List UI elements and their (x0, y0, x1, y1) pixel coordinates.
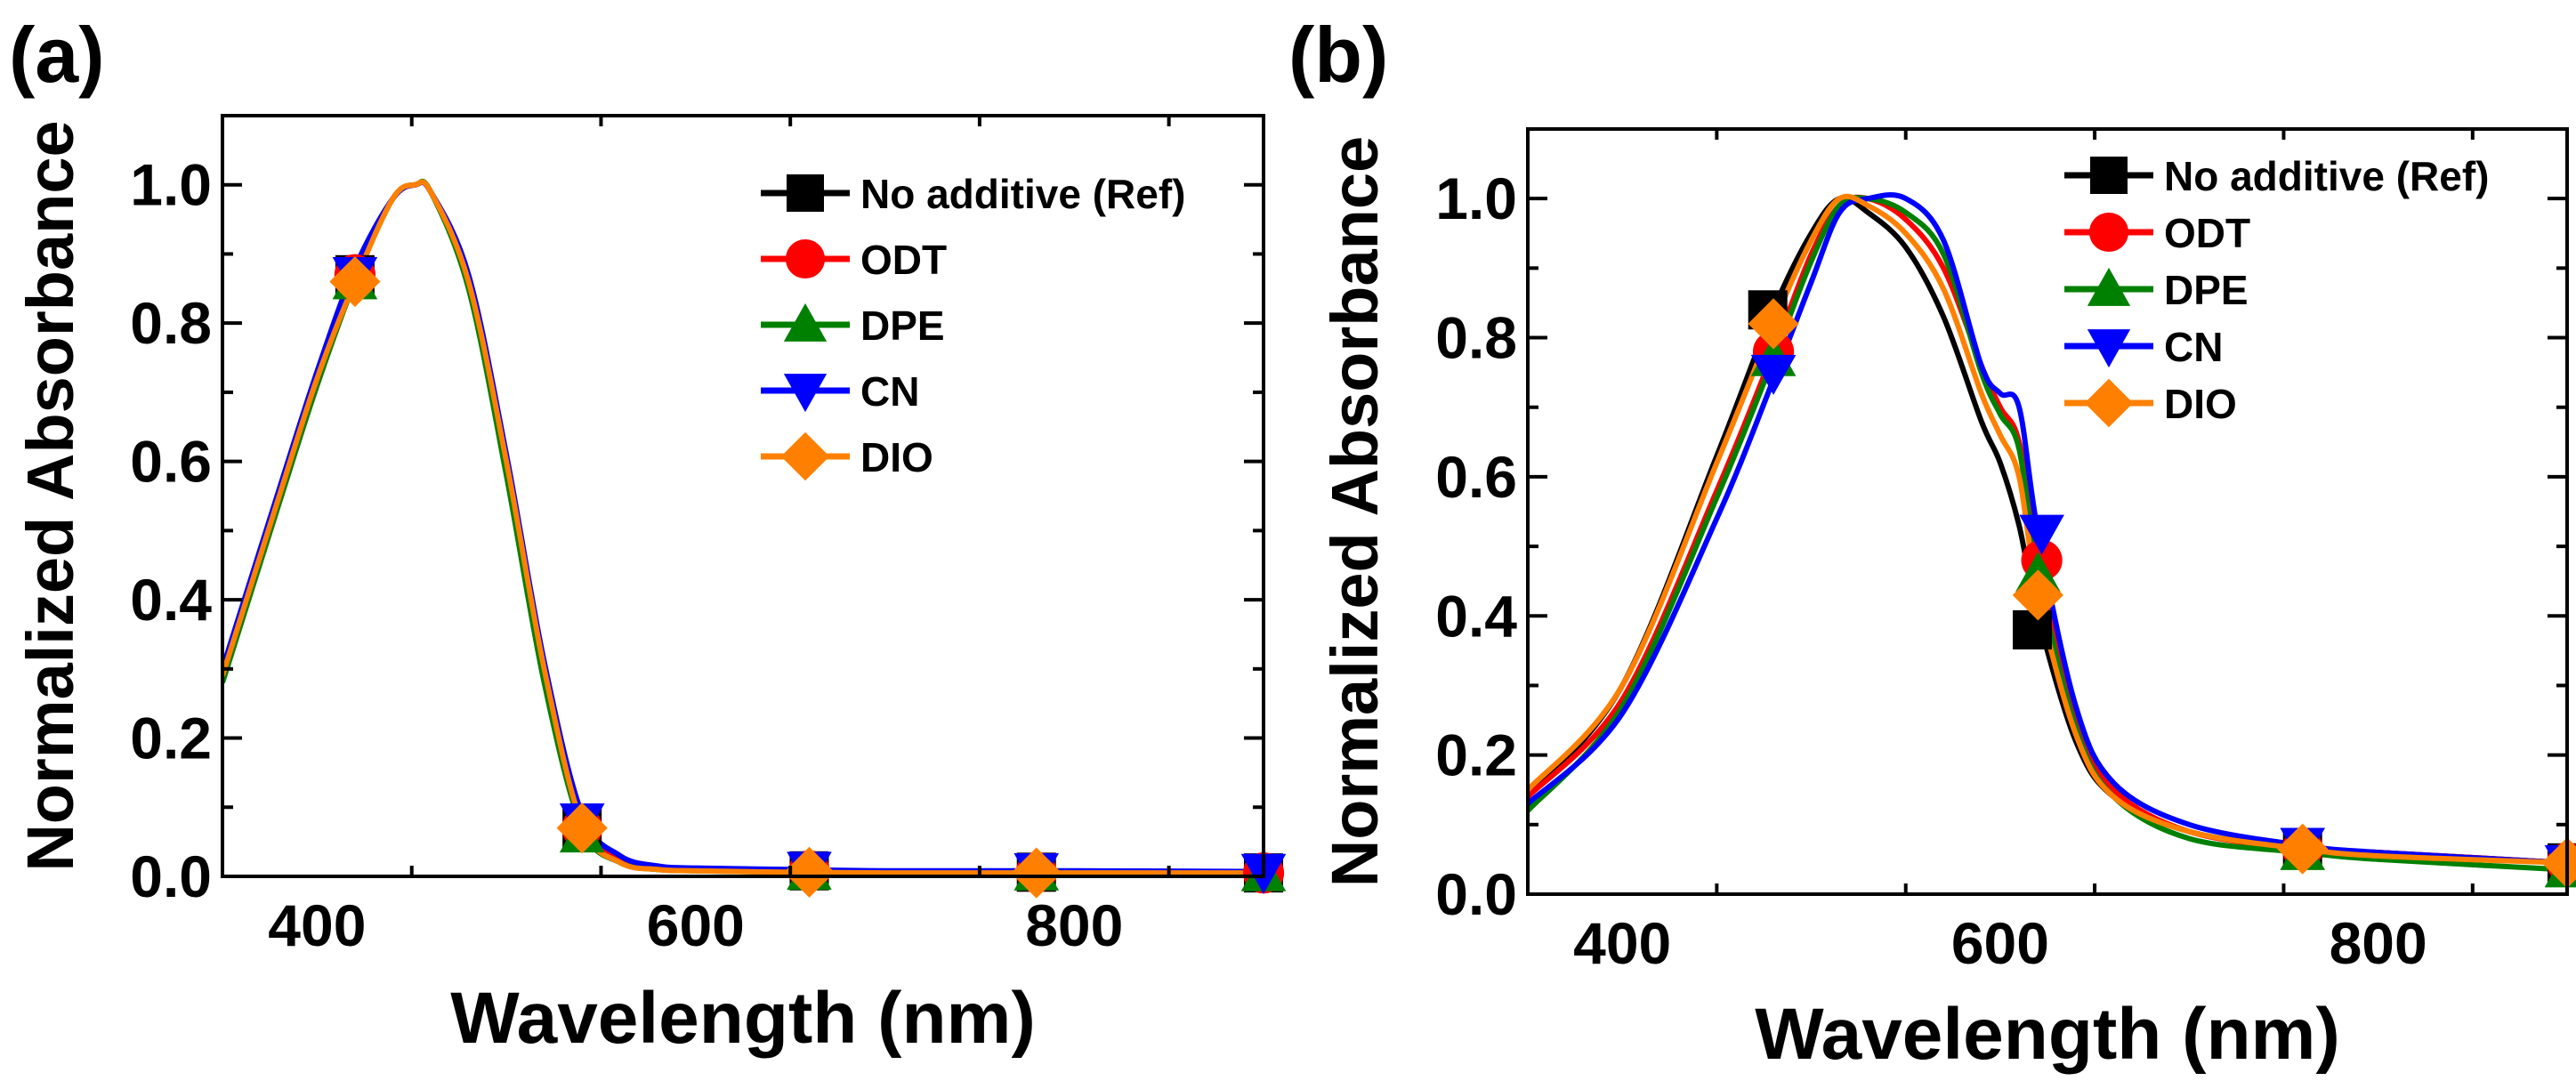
y-tick-label: 0.8 (1435, 305, 1517, 371)
series-line-dio (222, 179, 1264, 876)
legend-label: DIO (860, 434, 933, 480)
plot-frame (1526, 127, 2569, 896)
x-tick-label: 800 (1025, 892, 1123, 958)
y-tick-label: 0.4 (130, 567, 212, 633)
y-tick-label: 0.4 (1435, 583, 1517, 649)
legend: No additive (Ref) ODT DPE CN DIO (761, 171, 1185, 481)
y-axis-title: Normalized Absorbance (13, 120, 87, 871)
y-tick-label: 0.2 (1435, 722, 1517, 788)
x-tick-label: 800 (2330, 910, 2427, 976)
series-lines (1528, 192, 2567, 873)
data-point (2019, 514, 2064, 555)
legend-label: No additive (Ref) (860, 171, 1185, 217)
legend-item: No additive (Ref) (2064, 153, 2489, 199)
legend-marker (783, 374, 828, 413)
series-line-no-additive-ref- (222, 179, 1264, 876)
y-tick-label: 1.0 (130, 152, 212, 218)
x-tick-label: 400 (1573, 910, 1671, 976)
data-point (783, 846, 836, 898)
y-tick-label: 0.0 (1435, 861, 1517, 927)
legend-item: DIO (761, 432, 933, 481)
legend-marker (2090, 157, 2128, 194)
plot-frame (221, 114, 1265, 878)
legend-label: ODT (860, 237, 947, 283)
data-point (1748, 298, 1799, 350)
legend-marker (780, 432, 830, 481)
legend-label: ODT (2164, 210, 2250, 256)
legend-label: DIO (2164, 381, 2237, 427)
data-point (1750, 354, 1797, 395)
panel-b: (b) 400 600 800 0.0 0.2 0.4 0.6 0.8 1.0 Wavelength… (1288, 11, 2576, 1075)
legend-item: DIO (2064, 378, 2237, 428)
y-tick-label: 0.2 (130, 706, 212, 771)
series-markers (1748, 290, 2576, 889)
x-axis-title: Wavelength (nm) (1755, 994, 2340, 1075)
legend-label: DPE (2164, 267, 2249, 313)
x-tick-label: 400 (268, 892, 366, 958)
legend-marker (2087, 329, 2131, 368)
legend-marker (787, 174, 824, 212)
y-tick-label: 0.0 (130, 843, 212, 909)
data-point (2012, 569, 2063, 621)
legend-marker (2087, 267, 2131, 306)
data-point (329, 255, 381, 308)
legend-marker (2088, 212, 2129, 253)
legend-label: DPE (860, 302, 945, 349)
x-tick-label: 600 (1951, 910, 2049, 976)
series-line-dio (1528, 193, 2567, 866)
y-tick-label: 0.6 (130, 429, 212, 495)
legend-label: No additive (Ref) (2164, 153, 2489, 199)
series-line-cn (222, 179, 1264, 875)
legend-marker (783, 302, 828, 342)
series-line-dpe (222, 178, 1264, 876)
legend-item: No additive (Ref) (761, 171, 1185, 217)
y-tick-label: 0.8 (130, 290, 212, 356)
legend-marker (785, 238, 826, 279)
legend-item: CN (2064, 324, 2223, 370)
series-markers (329, 254, 1287, 899)
y-tick-label: 0.6 (1435, 444, 1517, 510)
legend-item: ODT (2064, 210, 2250, 256)
legend-item: ODT (761, 237, 947, 283)
data-point (1011, 847, 1062, 899)
y-axis-title: Normalized Absorbance (1318, 136, 1392, 887)
data-point (2277, 823, 2329, 875)
legend-marker (2084, 378, 2134, 428)
panel-label: (a) (9, 11, 105, 99)
legend-label: CN (2164, 324, 2223, 370)
legend-label: CN (860, 368, 919, 415)
legend-item: DPE (2064, 267, 2249, 313)
legend-item: DPE (761, 302, 945, 349)
x-axis-title: Wavelength (nm) (450, 978, 1036, 1059)
panel-a: (a) 400 600 800 0.0 0.2 0.4 0.6 0.8 1.0 Wavelength… (9, 11, 1287, 1059)
x-tick-label: 600 (647, 892, 745, 958)
y-tick-label: 1.0 (1435, 165, 1517, 231)
legend: No additive (Ref) ODT DPE CN DIO (2064, 153, 2489, 428)
legend-item: CN (761, 368, 919, 415)
data-point (2013, 609, 2053, 649)
panel-label: (b) (1288, 11, 1388, 99)
series-line-cn (1528, 192, 2567, 866)
series-line-odt (222, 179, 1264, 876)
series-lines (222, 178, 1264, 876)
data-point (556, 802, 608, 854)
